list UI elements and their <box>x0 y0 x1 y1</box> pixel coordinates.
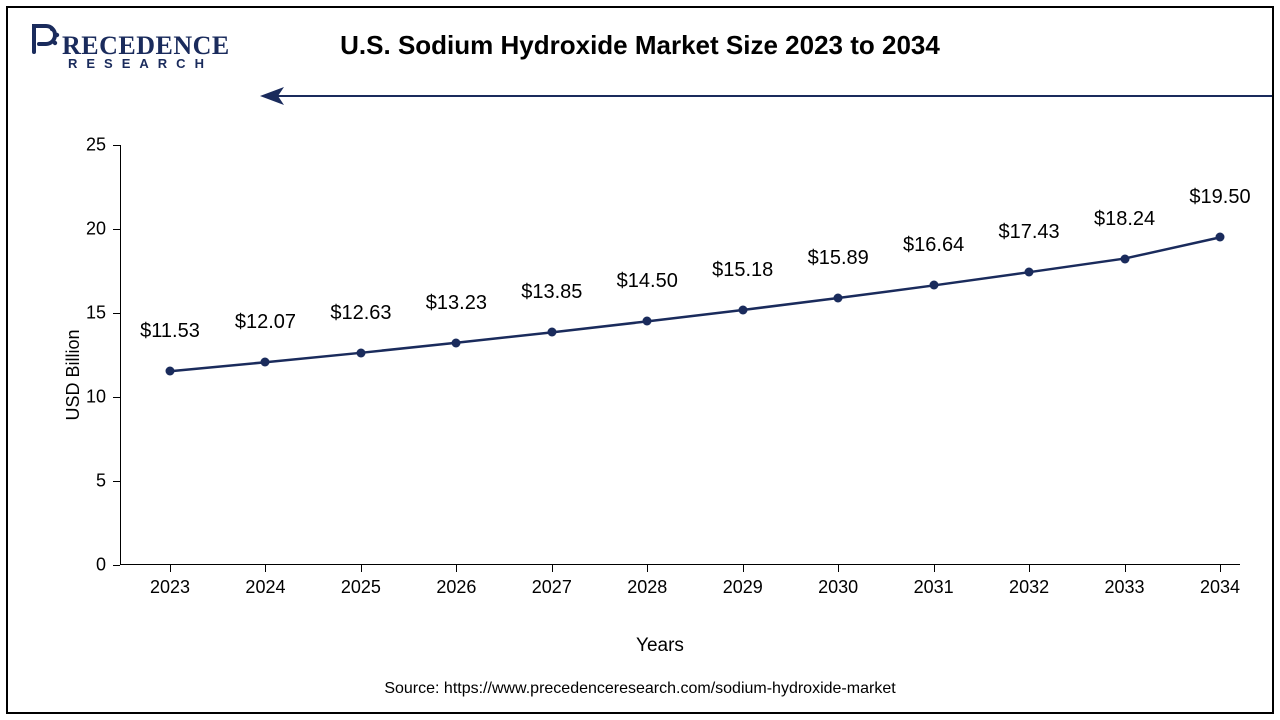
data-point <box>1025 268 1034 277</box>
chart-area: USD Billion 0510152025202320242025202620… <box>70 145 1250 605</box>
x-tick-label: 2028 <box>627 577 667 598</box>
y-tick-mark <box>113 397 120 398</box>
x-tick-mark <box>1029 565 1030 572</box>
x-tick-label: 2027 <box>532 577 572 598</box>
data-point <box>834 294 843 303</box>
x-tick-mark <box>934 565 935 572</box>
x-tick-label: 2034 <box>1200 577 1240 598</box>
data-point <box>356 348 365 357</box>
y-tick-label: 0 <box>66 555 106 576</box>
data-label: $14.50 <box>617 270 678 293</box>
x-tick-mark <box>265 565 266 572</box>
data-point <box>547 328 556 337</box>
y-tick-label: 15 <box>66 303 106 324</box>
y-tick-mark <box>113 229 120 230</box>
x-tick-mark <box>647 565 648 572</box>
x-tick-mark <box>552 565 553 572</box>
x-tick-label: 2030 <box>818 577 858 598</box>
line-series <box>120 145 1240 565</box>
data-point <box>452 338 461 347</box>
x-axis-label: Years <box>70 635 1250 657</box>
x-tick-label: 2029 <box>723 577 763 598</box>
x-tick-label: 2032 <box>1009 577 1049 598</box>
y-tick-mark <box>113 145 120 146</box>
decorative-arrow-line <box>268 95 1272 97</box>
data-label: $13.23 <box>426 292 487 315</box>
data-point <box>929 281 938 290</box>
data-point <box>643 317 652 326</box>
data-label: $12.07 <box>235 311 296 334</box>
x-tick-mark <box>456 565 457 572</box>
plot-region: 0510152025202320242025202620272028202920… <box>120 145 1240 565</box>
y-tick-label: 20 <box>66 219 106 240</box>
y-tick-mark <box>113 481 120 482</box>
x-tick-label: 2026 <box>436 577 476 598</box>
y-tick-label: 5 <box>66 471 106 492</box>
y-tick-mark <box>113 313 120 314</box>
source-text: Source: https://www.precedenceresearch.c… <box>0 680 1280 698</box>
x-tick-label: 2025 <box>341 577 381 598</box>
data-label: $17.43 <box>998 221 1059 244</box>
data-label: $16.64 <box>903 234 964 257</box>
x-tick-label: 2024 <box>245 577 285 598</box>
x-tick-label: 2033 <box>1105 577 1145 598</box>
data-label: $12.63 <box>330 302 391 325</box>
data-point <box>1120 254 1129 263</box>
data-label: $18.24 <box>1094 208 1155 231</box>
data-label: $15.89 <box>808 247 869 270</box>
x-tick-mark <box>170 565 171 572</box>
data-label: $11.53 <box>140 320 200 343</box>
data-label: $13.85 <box>521 281 582 304</box>
data-label: $19.50 <box>1189 186 1250 209</box>
x-tick-label: 2031 <box>914 577 954 598</box>
decorative-arrow-head-icon <box>258 84 288 113</box>
chart-title: U.S. Sodium Hydroxide Market Size 2023 t… <box>0 30 1280 61</box>
x-tick-label: 2023 <box>150 577 190 598</box>
x-tick-mark <box>1125 565 1126 572</box>
y-tick-label: 25 <box>66 135 106 156</box>
data-point <box>1216 233 1225 242</box>
x-tick-mark <box>1220 565 1221 572</box>
x-tick-mark <box>743 565 744 572</box>
data-label: $15.18 <box>712 259 773 282</box>
y-tick-label: 10 <box>66 387 106 408</box>
data-point <box>166 367 175 376</box>
data-point <box>261 358 270 367</box>
data-point <box>738 305 747 314</box>
x-tick-mark <box>838 565 839 572</box>
x-tick-mark <box>361 565 362 572</box>
y-tick-mark <box>113 565 120 566</box>
